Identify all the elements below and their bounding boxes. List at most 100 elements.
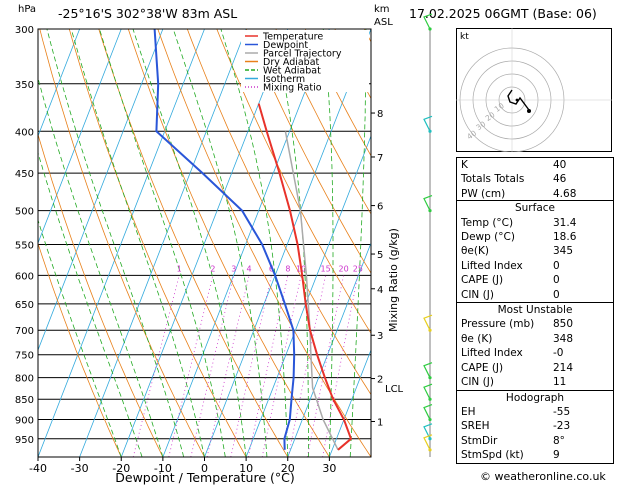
surface-row: CAPE (J) 0 [457,273,613,287]
most-unstable-row: CIN (J) 11 [457,375,613,389]
surface-section: Surface Temp (°C) 31.4 Dewp (°C) 18.6 θe(K) 3… [456,200,614,304]
surface-label: Lifted Index [461,259,523,272]
hodograph-stats-title: Hodograph [505,391,565,404]
hodograph-stat-row: StmDir 8° [457,434,613,448]
most-unstable-section: Most Unstable Pressure (mb) 850 θe (K) 348 L… [456,302,614,391]
mixing-ratio-line [132,275,180,457]
legend-label: Mixing Ratio [263,83,322,94]
height-unit-label: km [374,4,390,15]
most-unstable-value: -0 [553,347,564,360]
x-tick-label: 10 [239,462,253,475]
isotherm-line [162,29,330,457]
hodograph-stat-row: SREH -23 [457,419,613,433]
totals-totals-row: Totals Totals 46 [457,172,613,186]
hodograph-stat-label: SREH [461,420,490,433]
legend-label: Parcel Trajectory [263,49,342,60]
dry-adiabat-line [275,29,371,215]
hodograph-stat-value: 9 [553,449,560,462]
dry-adiabat-line [38,132,164,457]
hodograph-mean-marker [515,98,519,102]
dry-adiabat-line [216,29,371,335]
height-tick-label: 3 [377,331,383,342]
wet-adiabat-line [220,29,289,457]
most-unstable-title: Most Unstable [497,304,573,317]
isotherm-line [245,134,371,457]
mixing-ratio-label: 15 [321,264,331,273]
wind-barb-dot [428,27,432,31]
height-tick-label: 5 [377,250,383,261]
wet-adiabat-line [99,29,226,457]
surface-row: θe(K) 345 [457,244,613,258]
wind-barb-dot [428,208,432,213]
most-unstable-label: Pressure (mb) [461,318,535,331]
hodograph-trace [507,89,530,111]
pressure-tick-label: 300 [15,25,34,36]
lcl-label: LCL [385,384,404,395]
height-tick-label: 8 [377,109,383,120]
height-tick-label: 2 [377,375,383,386]
dry-adiabat-line [38,242,122,457]
x-tick-label: 30 [322,462,336,475]
hodograph-stats-section: Hodograph EH -55 SREH -23 StmDir 8° StmSpd (kt… [456,389,614,464]
wet-adiabat-line [349,29,367,457]
mixing-ratio-line [247,275,289,457]
most-unstable-label: CAPE (J) [461,361,504,374]
x-tick-label: 20 [281,462,295,475]
x-tick-label: -30 [71,462,89,475]
most-unstable-label: Lifted Index [461,347,523,360]
most-unstable-row: CAPE (J) 214 [457,361,613,375]
wind-barb [423,383,433,400]
pressure-tick-label: 350 [15,80,34,91]
most-unstable-value: 214 [553,361,574,374]
mixing-ratio-label: 8 [285,264,290,273]
surface-row: CIN (J) 0 [457,288,613,302]
hodograph-stat-label: StmSpd (kt) [461,449,524,462]
wet-adiabat-line [172,29,268,457]
pressure-unit-label: hPa [18,4,37,15]
wind-barb-dot [428,448,432,452]
wind-barb [423,314,433,331]
mixing-ratio-label: 20 [338,264,348,273]
pressure-tick-label: 950 [15,435,34,446]
pressure-tick-label: 600 [15,271,34,282]
surface-value: 0 [553,288,560,301]
dry-adiabat-line [245,29,371,274]
mixing-ratio-label: 1 [177,264,182,273]
mixing-ratio-label: 4 [247,264,252,273]
pressure-tick-label: 750 [15,351,34,362]
mixing-ratio-label: 3 [231,264,236,273]
hodograph-stat-value: -23 [553,420,571,433]
wind-barb-dot [428,376,432,380]
wet-adiabat-line [38,76,164,457]
height-tick-label: 7 [377,153,383,164]
legend-label: Temperature [262,32,323,43]
x-tick-label: -10 [154,462,172,475]
surface-label: Dewp (°C) [461,231,515,244]
location-title: -25°16'S 302°38'W 83m ASL [58,6,238,21]
isotherm-line [204,29,371,457]
mixing-ratio-label: 2 [210,264,215,273]
legend-label: Isotherm [263,74,305,85]
x-tick-label: -40 [29,462,47,475]
isotherm-line [329,348,371,457]
isotherm-line [38,29,122,245]
hodograph-storm-marker [527,109,531,113]
copyright-footer: © weatheronline.co.uk [480,470,606,483]
x-axis-title: Dewpoint / Temperature (°C) [115,470,294,485]
pressure-tick-label: 850 [15,395,34,406]
wind-barb [423,115,433,132]
pressure-tick-label: 900 [15,416,34,427]
mixing-ratio-axis-title: Mixing Ratio (g/kg) [387,228,400,332]
surface-row: Temp (°C) 31.4 [457,216,613,230]
mixing-ratio-line [307,275,344,457]
datetime-title: 17.02.2025 06GMT (Base: 06) [409,6,597,21]
wind-barb-dot [428,129,432,133]
surface-label: CIN (J) [461,288,494,301]
surface-value: 0 [553,259,560,272]
mixing-ratio-label: 25 [353,264,363,273]
surface-label: Temp (°C) [461,216,514,229]
pw-label: PW (cm) [461,187,506,200]
surface-label: θe(K) [461,245,489,258]
